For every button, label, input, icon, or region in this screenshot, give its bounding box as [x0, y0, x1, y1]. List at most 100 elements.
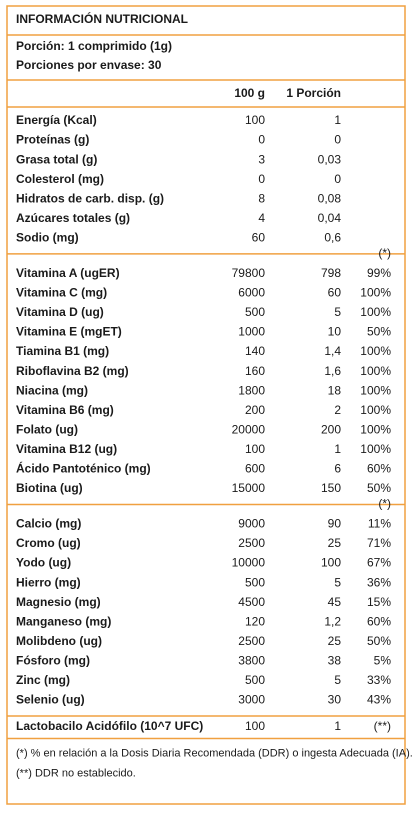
value-100g: 1000 — [238, 325, 265, 339]
value-ddr: (**) — [374, 719, 391, 733]
row-label: Selenio (ug) — [16, 693, 85, 707]
value-ddr: 50% — [367, 634, 391, 648]
value-ddr: 100% — [360, 422, 391, 436]
value-portion: 5 — [334, 575, 341, 589]
value-ddr: 100% — [360, 344, 391, 358]
column-header: 1 Porción — [286, 86, 341, 100]
value-100g: 9000 — [238, 517, 265, 531]
value-ddr: 15% — [367, 595, 391, 609]
row-label: Yodo (ug) — [16, 556, 71, 570]
value-100g: 100 — [245, 719, 265, 733]
value-portion: 10 — [328, 325, 342, 339]
value-ddr: 100% — [360, 286, 391, 300]
row-label: Lactobacilo Acidófilo (10^7 UFC) — [16, 719, 203, 733]
value-ddr: 50% — [367, 481, 391, 495]
value-portion: 18 — [328, 383, 342, 397]
footnote: (**) DDR no establecido. — [16, 767, 136, 779]
row-label: Grasa total (g) — [16, 152, 97, 166]
value-portion: 5 — [334, 305, 341, 319]
servings-per-container: Porciones por envase: 30 — [16, 58, 162, 72]
value-portion: 0,6 — [324, 230, 341, 244]
value-100g: 10000 — [232, 556, 266, 570]
row-label: Vitamina E (mgET) — [16, 325, 122, 339]
value-portion: 0 — [334, 133, 341, 147]
value-100g: 60 — [252, 230, 266, 244]
value-100g: 3 — [258, 152, 265, 166]
value-100g: 6000 — [238, 286, 265, 300]
value-100g: 3000 — [238, 693, 265, 707]
value-portion: 38 — [328, 653, 342, 667]
value-portion: 100 — [321, 556, 341, 570]
value-ddr: 99% — [367, 266, 391, 280]
value-100g: 2500 — [238, 634, 265, 648]
value-ddr: 67% — [367, 556, 391, 570]
row-label: Vitamina B12 (ug) — [16, 442, 117, 456]
ddr-marker: (*) — [378, 246, 391, 260]
value-100g: 20000 — [232, 422, 266, 436]
value-portion: 45 — [328, 595, 342, 609]
row-label: Molibdeno (ug) — [16, 634, 102, 648]
value-ddr: 100% — [360, 403, 391, 417]
value-portion: 0,08 — [318, 191, 342, 205]
value-100g: 500 — [245, 673, 265, 687]
row-label: Cromo (ug) — [16, 536, 81, 550]
value-portion: 1 — [334, 113, 341, 127]
value-100g: 120 — [245, 614, 265, 628]
row-label: Energía (Kcal) — [16, 113, 97, 127]
value-portion: 200 — [321, 422, 341, 436]
value-portion: 1,6 — [324, 364, 341, 378]
value-100g: 0 — [258, 172, 265, 186]
value-ddr: 71% — [367, 536, 391, 550]
value-portion: 1,4 — [324, 344, 341, 358]
row-label: Vitamina A (ugER) — [16, 266, 120, 280]
row-label: Fósforo (mg) — [16, 653, 90, 667]
value-100g: 3800 — [238, 653, 265, 667]
serving: Porción: 1 comprimido (1g) — [16, 39, 172, 53]
row-label: Biotina (ug) — [16, 481, 83, 495]
row-label: Azúcares totales (g) — [16, 211, 130, 225]
row-label: Manganeso (mg) — [16, 614, 111, 628]
value-portion: 25 — [328, 536, 342, 550]
value-portion: 90 — [328, 517, 342, 531]
value-portion: 25 — [328, 634, 342, 648]
row-label: Vitamina B6 (mg) — [16, 403, 114, 417]
value-portion: 0,04 — [318, 211, 342, 225]
row-label: Proteínas (g) — [16, 133, 89, 147]
row-label: Niacina (mg) — [16, 383, 88, 397]
value-ddr: 100% — [360, 442, 391, 456]
value-100g: 79800 — [232, 266, 266, 280]
value-ddr: 60% — [367, 462, 391, 476]
row-label: Calcio (mg) — [16, 517, 81, 531]
row-label: Hidratos de carb. disp. (g) — [16, 191, 164, 205]
value-portion: 30 — [328, 693, 342, 707]
value-100g: 200 — [245, 403, 265, 417]
value-portion: 1 — [334, 719, 341, 733]
value-ddr: 100% — [360, 383, 391, 397]
title: INFORMACIÓN NUTRICIONAL — [16, 11, 188, 26]
row-label: Vitamina C (mg) — [16, 286, 107, 300]
footnote: (*) % en relación a la Dosis Diaria Reco… — [16, 747, 412, 759]
value-100g: 0 — [258, 133, 265, 147]
value-ddr: 5% — [374, 653, 392, 667]
row-label: Folato (ug) — [16, 422, 78, 436]
value-ddr: 33% — [367, 673, 391, 687]
value-portion: 5 — [334, 673, 341, 687]
value-portion: 0,03 — [318, 152, 342, 166]
table-border — [6, 5, 406, 805]
value-100g: 140 — [245, 344, 265, 358]
value-100g: 160 — [245, 364, 265, 378]
value-portion: 60 — [328, 286, 342, 300]
column-header: 100 g — [234, 86, 265, 100]
value-ddr: 50% — [367, 325, 391, 339]
value-100g: 4500 — [238, 595, 265, 609]
row-label: Tiamina B1 (mg) — [16, 344, 109, 358]
row-label: Magnesio (mg) — [16, 595, 101, 609]
value-ddr: 36% — [367, 575, 391, 589]
value-100g: 8 — [258, 191, 265, 205]
value-portion: 1,2 — [324, 614, 341, 628]
value-ddr: 100% — [360, 364, 391, 378]
value-portion: 798 — [321, 266, 341, 280]
value-100g: 2500 — [238, 536, 265, 550]
value-portion: 6 — [334, 462, 341, 476]
